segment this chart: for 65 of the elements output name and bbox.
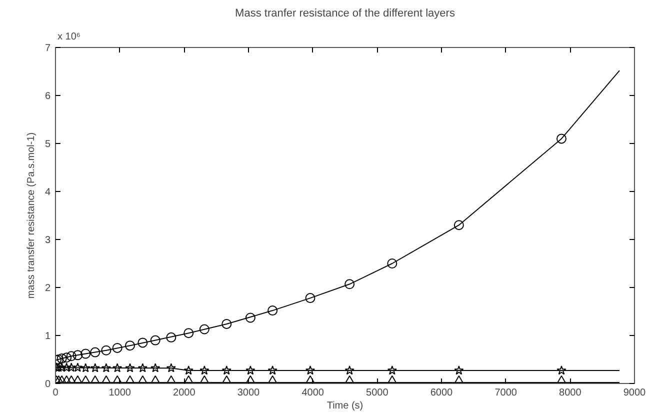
point — [80, 348, 91, 359]
point — [150, 363, 160, 372]
y-tick-label: 0 — [44, 379, 51, 390]
point — [387, 258, 398, 268]
chart-title: Mass tranfer resistance of the different layers — [235, 8, 456, 20]
point — [72, 362, 82, 372]
point — [222, 318, 232, 329]
point — [112, 342, 122, 353]
point — [62, 352, 72, 363]
x-tick-label: 7000 — [494, 388, 518, 398]
point — [344, 366, 354, 375]
x-tick-label: 3000 — [237, 388, 260, 398]
point — [57, 362, 67, 372]
point — [199, 324, 210, 334]
point — [246, 366, 256, 375]
point — [305, 366, 316, 375]
point — [62, 362, 72, 372]
point — [222, 366, 232, 375]
point — [150, 335, 160, 346]
point — [101, 363, 111, 372]
point — [90, 347, 100, 358]
point — [138, 363, 148, 372]
point — [245, 312, 256, 323]
x-tick-label: 2000 — [173, 388, 196, 398]
x-tick-label: 4000 — [302, 388, 324, 398]
point — [125, 363, 135, 372]
point — [166, 332, 176, 342]
point — [66, 351, 76, 362]
point — [268, 366, 278, 375]
y-tick-label: 5 — [44, 139, 51, 150]
point — [344, 279, 355, 290]
point — [112, 363, 122, 372]
point — [125, 340, 135, 351]
point — [184, 328, 194, 338]
y-tick-label: 7 — [44, 43, 51, 54]
point — [138, 338, 148, 348]
point — [454, 220, 464, 230]
point — [72, 350, 83, 360]
x-axis-title: Time (s) — [326, 400, 364, 412]
x-tick-label: 9000 — [623, 388, 646, 398]
y-tick-label: 1 — [44, 331, 51, 342]
y-axis-title: mass transfer resistance (Pa.s.mol-1) — [26, 132, 37, 299]
point — [387, 366, 397, 375]
x-tick-label: 1000 — [108, 388, 132, 398]
x-tick-label: 8000 — [559, 388, 582, 398]
y-tick-label: 2 — [44, 283, 51, 294]
point — [90, 363, 100, 372]
x-tick-label: 0 — [52, 388, 59, 398]
y-tick-label: 6 — [44, 91, 51, 102]
point — [184, 366, 194, 375]
x-tick-label: 6000 — [430, 388, 454, 398]
point — [454, 366, 464, 375]
point — [80, 363, 90, 372]
y-tick-label: 4 — [44, 187, 51, 198]
point — [166, 363, 176, 372]
point — [305, 293, 316, 304]
point — [268, 306, 278, 316]
point — [101, 345, 112, 356]
point — [66, 362, 76, 372]
point — [56, 354, 67, 364]
text: x 10⁶ — [58, 32, 81, 42]
x-tick-label: 5000 — [366, 388, 389, 398]
point — [556, 366, 566, 375]
point — [200, 366, 210, 375]
y-tick-label: 3 — [44, 235, 51, 246]
